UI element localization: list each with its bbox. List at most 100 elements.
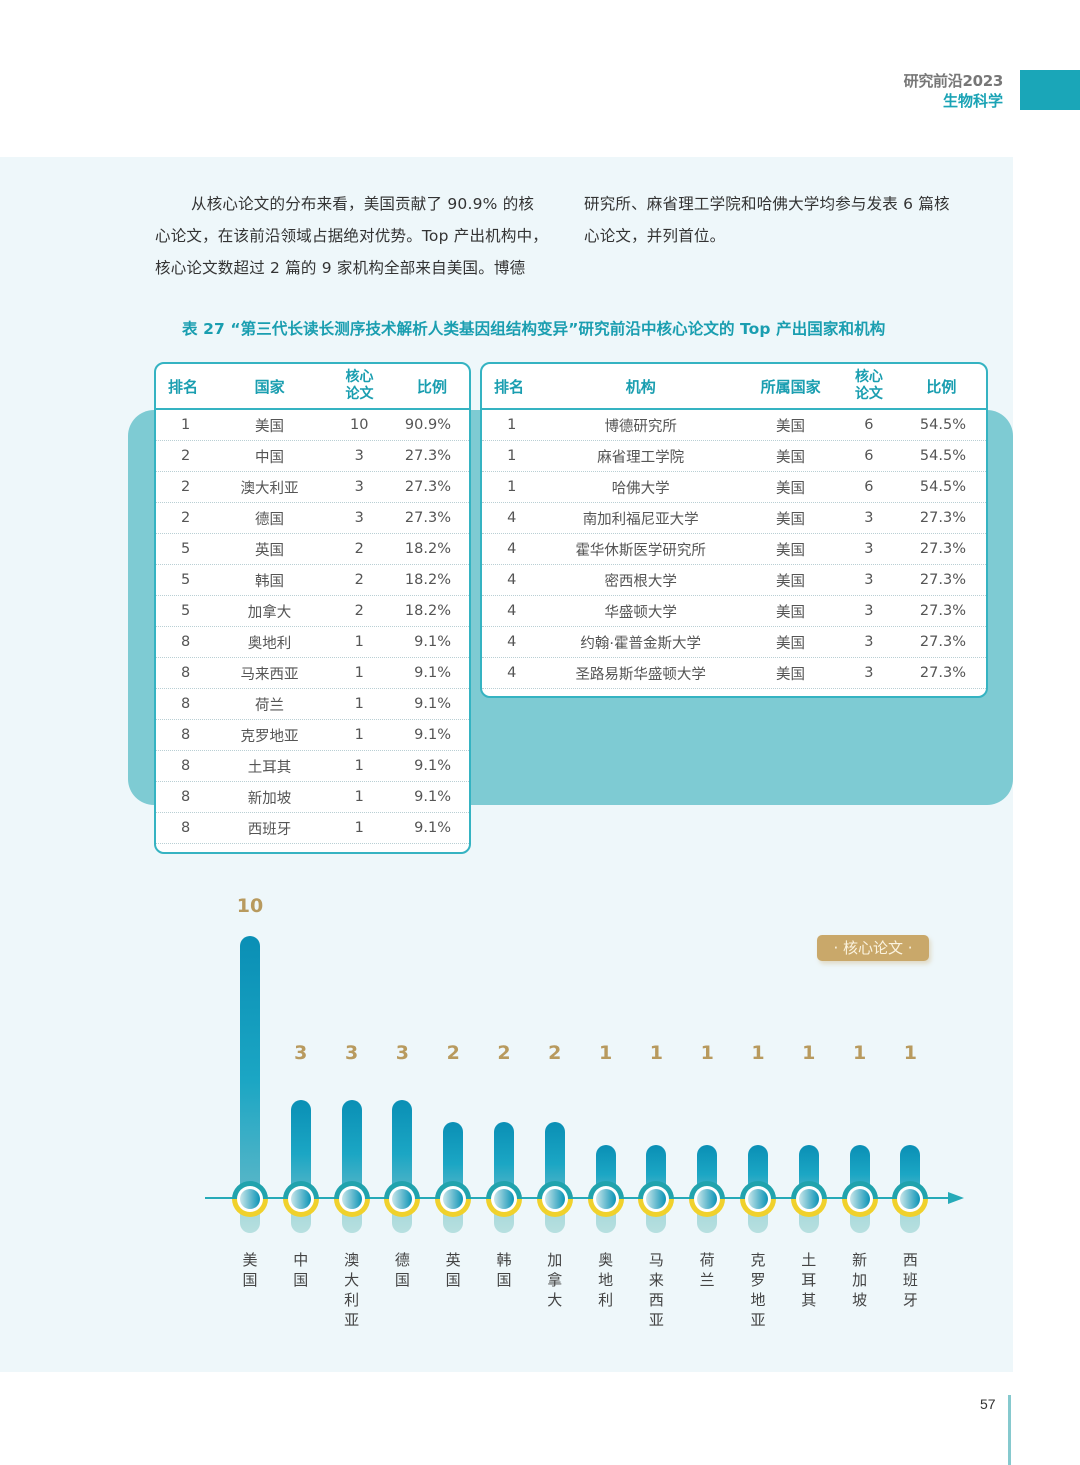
- chart-column: 2 英国: [433, 880, 473, 1350]
- chart-column: 1 马来西亚: [636, 880, 676, 1350]
- pct-cell: 18.2%: [404, 603, 451, 619]
- bar: [341, 1100, 362, 1198]
- count-cell: 6: [864, 448, 874, 464]
- institution-cell: 华盛顿大学: [604, 604, 677, 621]
- country-cell: 澳大利亚: [240, 480, 299, 497]
- category-label-char: 利: [598, 1291, 614, 1309]
- pct-cell: 18.2%: [404, 541, 451, 557]
- rank-cell: 8: [180, 789, 191, 805]
- header-pct: 比例: [926, 377, 957, 396]
- table-row: 5 韩国 2 18.2%: [156, 565, 469, 596]
- rank-cell: 2: [180, 479, 191, 495]
- axis-node-icon: [544, 1189, 565, 1209]
- table-header: 排名 机构 所属国家 核心 论文 比例: [482, 364, 986, 410]
- header-rank: 排名: [168, 377, 199, 396]
- table-header: 排名 国家 核心 论文 比例: [156, 364, 469, 410]
- chart-column: 1 奥地利: [586, 880, 626, 1350]
- report-subtitle: 生物科学: [942, 92, 1003, 110]
- axis-node-icon: [341, 1189, 362, 1209]
- category-label: 克罗地亚: [738, 1250, 778, 1330]
- bar-value-label: 1: [700, 1042, 714, 1064]
- header-country: 国家: [254, 377, 285, 396]
- table-body: 1 美国 10 90.9% 2 中国 3 27.3% 2 澳大利亚 3 27.3% 2 德国 3 27.3% 5…: [156, 410, 469, 844]
- rank-cell: 1: [507, 448, 517, 464]
- category-label: 英国: [433, 1250, 473, 1290]
- pct-cell: 27.3%: [919, 572, 966, 588]
- pct-cell: 9.1%: [414, 789, 451, 805]
- rank-cell: 4: [507, 510, 517, 526]
- category-label-char: 国: [445, 1271, 461, 1289]
- table-row: 8 克罗地亚 1 9.1%: [156, 720, 469, 751]
- count-cell: 1: [354, 634, 364, 650]
- rank-cell: 8: [180, 820, 191, 836]
- header-count-line2: 论文: [345, 386, 374, 402]
- bar-value-label: 3: [294, 1042, 308, 1064]
- country-table: 排名 国家 核心 论文 比例 1 美国 10 90.9% 2 中国 3 27.3% 2 澳大利亚 3…: [154, 362, 471, 854]
- table-row: 1 哈佛大学 美国 6 54.5%: [482, 472, 986, 503]
- axis-node-icon: [392, 1189, 413, 1209]
- category-label-char: 来: [648, 1271, 664, 1289]
- count-cell: 3: [864, 603, 874, 619]
- pct-cell: 9.1%: [414, 696, 451, 712]
- pct-cell: 9.1%: [414, 727, 451, 743]
- bar: [544, 1122, 565, 1198]
- paragraph-line: 研究所、麻省理工学院和哈佛大学均参与发表 6 篇核: [584, 195, 950, 213]
- category-label-char: 西: [648, 1291, 664, 1309]
- country-cell: 西班牙: [247, 821, 292, 838]
- category-label-char: 拿: [547, 1271, 563, 1289]
- table-row: 2 德国 3 27.3%: [156, 503, 469, 534]
- header-count-line1: 核心: [854, 369, 883, 385]
- pct-cell: 27.3%: [919, 603, 966, 619]
- pct-cell: 90.9%: [404, 417, 451, 433]
- bar: [494, 1122, 514, 1198]
- chart-column: 3 中国: [281, 880, 321, 1350]
- rank-cell: 4: [507, 603, 517, 619]
- category-label: 澳大利亚: [332, 1250, 372, 1330]
- table-row: 4 霍华休斯医学研究所 美国 3 27.3%: [482, 534, 986, 565]
- body-paragraph-right: 研究所、麻省理工学院和哈佛大学均参与发表 6 篇核 心论文，并列首位。: [584, 188, 994, 252]
- report-title: 研究前沿2023: [903, 72, 1004, 90]
- pct-cell: 54.5%: [919, 448, 966, 464]
- axis-node-icon: [646, 1189, 667, 1209]
- category-label-char: 中: [293, 1251, 309, 1269]
- bar-value-label: 3: [395, 1042, 409, 1064]
- institution-table: 排名 机构 所属国家 核心 论文 比例 1 博德研究所 美国 6 54.5% 1 麻省理工学…: [480, 362, 988, 698]
- chart-column: 1 新加坡: [840, 880, 880, 1350]
- country-cell: 马来西亚: [240, 666, 299, 683]
- chart-column: 1 克罗地亚: [738, 880, 778, 1350]
- category-label: 德国: [382, 1250, 422, 1290]
- bar-value-label: 3: [344, 1042, 359, 1064]
- count-cell: 1: [354, 820, 364, 836]
- count-cell: 3: [354, 448, 364, 464]
- rank-cell: 2: [180, 448, 191, 464]
- category-label-char: 国: [394, 1271, 410, 1289]
- count-cell: 3: [354, 510, 364, 526]
- category-label-char: 地: [598, 1271, 614, 1289]
- country-cell: 美国: [775, 635, 805, 652]
- category-label: 韩国: [484, 1250, 524, 1290]
- table-row: 5 英国 2 18.2%: [156, 534, 469, 565]
- category-label-char: 美: [242, 1251, 258, 1269]
- country-cell: 美国: [254, 418, 284, 435]
- category-label-char: 荷: [699, 1251, 715, 1269]
- count-cell: 2: [354, 572, 364, 588]
- category-label: 西班牙: [890, 1250, 930, 1310]
- rank-cell: 8: [180, 727, 191, 743]
- table-row: 4 约翰·霍普金斯大学 美国 3 27.3%: [482, 627, 986, 658]
- pct-cell: 27.3%: [404, 448, 451, 464]
- table-row: 8 西班牙 1 9.1%: [156, 813, 469, 844]
- paragraph-line: 心论文，在该前沿领域占据绝对优势。Top 产出机构中，: [155, 227, 548, 245]
- country-cell: 美国: [775, 418, 805, 435]
- chart-column: 3 澳大利亚: [332, 880, 372, 1350]
- category-label-char: 奥: [598, 1251, 614, 1269]
- pct-cell: 54.5%: [919, 479, 966, 495]
- rank-cell: 5: [180, 603, 191, 619]
- category-label-char: 加: [852, 1271, 868, 1289]
- bar-chart: 10 美国 3 中国 3 澳大利亚 3 德国 2 英国 2 韩国 2 加拿大 1 奥地利 1 马来西亚 1 荷兰 1 克罗…: [0, 880, 1013, 1350]
- rank-cell: 8: [180, 696, 191, 712]
- count-cell: 1: [354, 696, 364, 712]
- count-cell: 2: [354, 603, 364, 619]
- country-cell: 中国: [254, 449, 284, 466]
- header-rank: 排名: [494, 377, 525, 396]
- chart-column: 10 美国: [230, 880, 270, 1350]
